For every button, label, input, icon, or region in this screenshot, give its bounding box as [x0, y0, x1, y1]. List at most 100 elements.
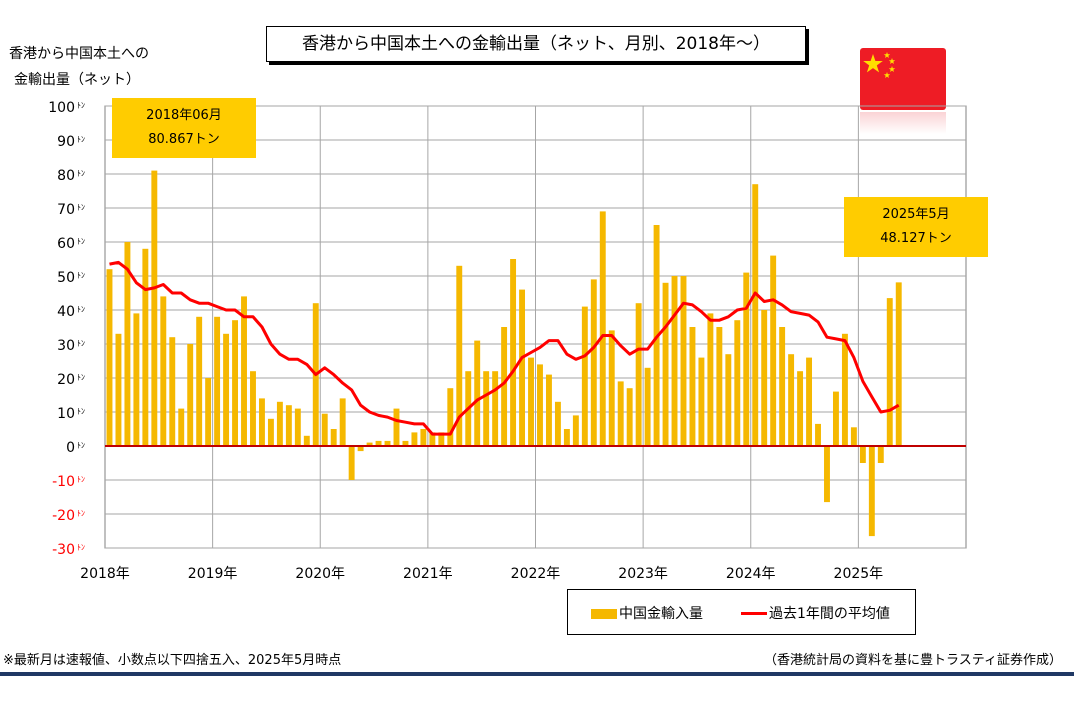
x-tick-label: 2019年 — [188, 566, 238, 582]
bar — [626, 388, 633, 446]
bar — [474, 340, 481, 446]
bar — [608, 330, 615, 446]
footnote: ※最新月は速報値、小数点以下四捨五入、2025年5月時点 — [3, 653, 342, 668]
bar — [815, 423, 821, 446]
y-tick-label: 50 — [57, 270, 75, 286]
china-flag-icon — [860, 48, 946, 110]
bar — [106, 269, 113, 446]
bar — [384, 440, 391, 446]
bar — [151, 170, 158, 446]
y-tick-label: 40 — [57, 304, 75, 320]
bar — [429, 432, 436, 446]
y-tick-label: -20 — [52, 508, 75, 524]
bar — [438, 432, 445, 446]
bar — [886, 298, 893, 446]
y-tick-label: 30 — [57, 338, 75, 354]
bar — [330, 429, 337, 446]
y-tick-unit: ﾄﾝ — [77, 509, 85, 518]
y-tick-unit: ﾄﾝ — [77, 475, 85, 484]
bar — [276, 401, 283, 446]
callout-2025-05: 2025年5月 48.127トン — [844, 197, 988, 257]
bar — [662, 282, 669, 446]
y-tick-unit: ﾄﾝ — [77, 237, 85, 246]
bar — [868, 446, 875, 537]
chart-title: 香港から中国本土への金輸出量（ネット、月別、2018年～） — [266, 26, 806, 62]
y-tick-label: 10 — [57, 406, 75, 422]
bar — [169, 337, 176, 446]
bar — [824, 446, 830, 503]
bar — [617, 381, 624, 446]
x-tick-label: 2025年 — [834, 566, 884, 582]
x-tick-label: 2018年 — [80, 566, 130, 582]
y-tick-unit: ﾄﾝ — [77, 203, 85, 212]
bar — [716, 327, 723, 446]
bar — [581, 306, 588, 446]
y-tick-unit: ﾄﾝ — [77, 441, 85, 450]
bar — [267, 418, 274, 446]
y-tick-label: 60 — [57, 236, 75, 252]
bar — [160, 296, 167, 446]
bar — [510, 259, 517, 446]
bar — [411, 432, 418, 446]
bar — [142, 248, 149, 446]
bar — [644, 367, 651, 446]
x-tick-label: 2020年 — [295, 566, 345, 582]
bar — [223, 333, 230, 446]
bar — [214, 316, 221, 446]
y-tick-label: 0 — [66, 440, 75, 456]
y-tick-unit: ﾄﾝ — [77, 373, 85, 382]
bar — [420, 429, 427, 446]
bottom-rule — [0, 672, 1074, 676]
bar — [303, 435, 310, 446]
bar — [483, 371, 490, 446]
bar — [205, 378, 212, 446]
bar — [501, 327, 508, 446]
y-axis-label-line2: 金輸出量（ネット） — [14, 72, 140, 88]
legend-line-label: 過去1年間の平均値 — [769, 606, 890, 622]
y-tick-unit: ﾄﾝ — [77, 135, 85, 144]
bar — [348, 446, 355, 480]
bar — [339, 398, 346, 446]
bar — [321, 413, 328, 446]
bar — [285, 405, 292, 446]
bar — [734, 320, 741, 446]
bar — [635, 303, 642, 446]
y-tick-label: -10 — [52, 474, 75, 490]
bar — [895, 282, 902, 446]
bar — [187, 344, 194, 446]
x-tick-label: 2022年 — [511, 566, 561, 582]
bar — [850, 427, 857, 446]
callout-value: 48.127トン — [880, 231, 952, 246]
legend-bar-label: 中国金輸入量 — [619, 606, 703, 622]
y-tick-unit: ﾄﾝ — [77, 339, 85, 348]
y-tick-unit: ﾄﾝ — [77, 543, 85, 552]
y-tick-unit: ﾄﾝ — [77, 305, 85, 314]
bar — [859, 446, 866, 463]
legend: 中国金輸入量 過去1年間の平均値 — [567, 589, 916, 635]
bar — [178, 408, 185, 446]
y-tick-label: 20 — [57, 372, 75, 388]
bar — [545, 374, 552, 446]
bar — [797, 371, 804, 446]
bar — [877, 446, 884, 463]
bar — [841, 333, 848, 446]
bar — [402, 440, 409, 446]
y-tick-label: 90 — [57, 134, 75, 150]
y-tick-unit: ﾄﾝ — [77, 271, 85, 280]
bar — [788, 354, 795, 446]
bar — [124, 242, 131, 446]
bar — [133, 313, 140, 446]
bar — [554, 401, 561, 446]
x-tick-label: 2024年 — [726, 566, 776, 582]
bar — [528, 357, 534, 446]
bar — [294, 408, 301, 446]
x-tick-label: 2023年 — [618, 566, 668, 582]
bar — [563, 429, 570, 446]
bar — [258, 398, 265, 446]
bar — [232, 320, 239, 446]
bar — [115, 333, 122, 446]
bar — [698, 357, 705, 446]
bar — [680, 276, 687, 446]
callout-value: 80.867トン — [148, 132, 220, 147]
